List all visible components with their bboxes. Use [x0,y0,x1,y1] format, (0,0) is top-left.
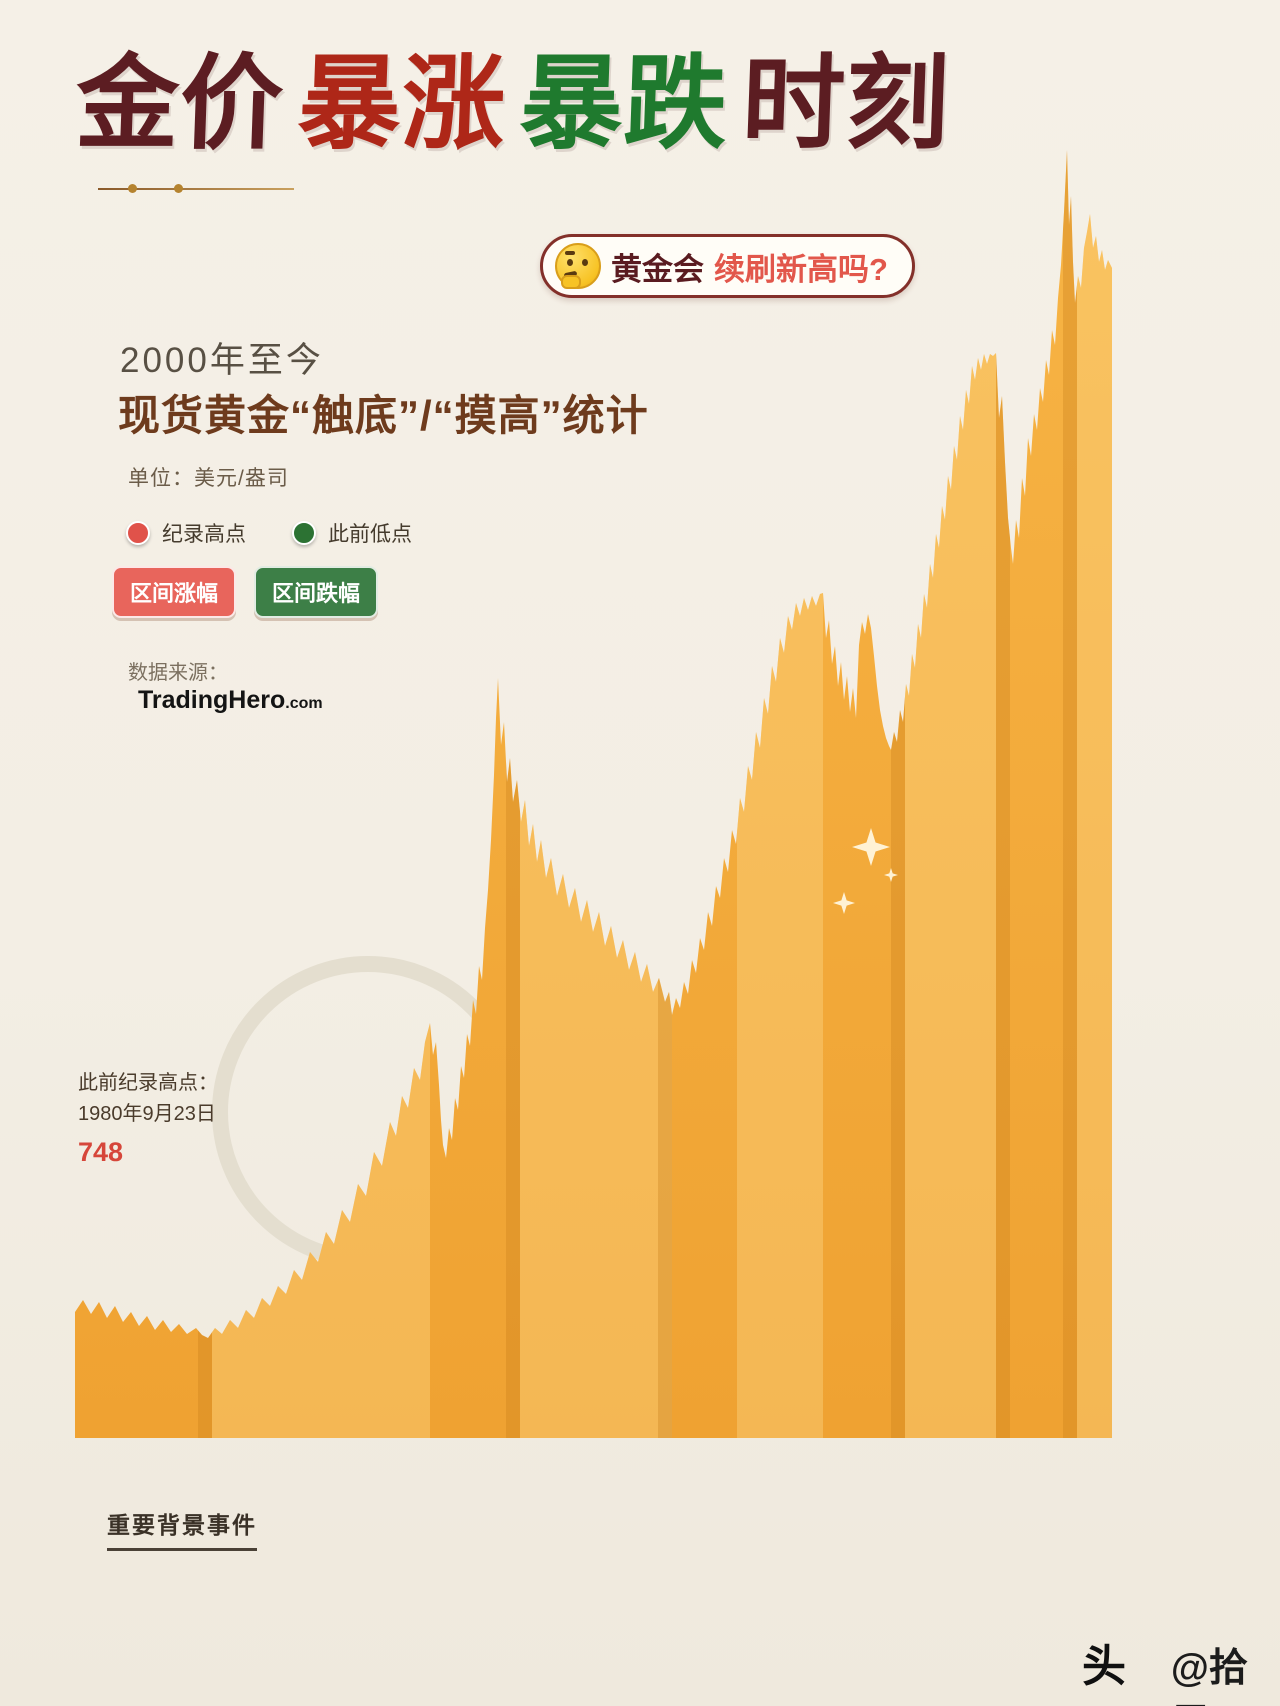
author-watermark: 头条 @拾里 [1082,1630,1280,1706]
legend-label: 此前低点 [328,523,412,546]
title-part-plunge: 暴跌 [518,46,731,161]
prior-low-dot-icon [292,521,316,545]
range-up-badge: 区间涨幅 [112,566,237,618]
thinking-emoji-icon [555,243,601,289]
title-part-gold: 金价 [74,46,287,161]
legend: 纪录高点 此前低点 [126,518,412,548]
data-source-label: 数据来源： [128,662,228,684]
question-banner: 黄金会 续刷新高吗? [540,234,915,298]
range-down-badge: 区间跌幅 [254,566,379,618]
brand-name: TradingHero [138,686,286,714]
ornament-dot [174,184,183,193]
prev-record-value: 748 [78,1137,124,1167]
title-part-moments: 时刻 [740,46,953,161]
subtitle-main: 现货黄金“触底”/“摸高”统计 [118,392,649,439]
pillar-shadow-band [506,150,520,1438]
data-source-brand: TradingHero.com [138,686,323,715]
pillar-light-band [1077,150,1112,1438]
gold-price-area [75,150,1112,1438]
previous-record-note: 此前纪录高点： 1980年9月23日 748 [78,1068,218,1174]
prev-record-line1: 此前纪录高点： [78,1072,218,1094]
pillar-light-band [212,150,430,1438]
footer-handle: @拾里 [1170,1647,1248,1706]
unit-label: 单位：美元/盎司 [128,467,289,490]
events-section-title: 重要背景事件 [107,1506,257,1551]
question-text-dark: 黄金会 [611,251,704,287]
title-ornament [98,184,294,193]
legend-label: 纪录高点 [162,523,246,546]
pillar-shadow-band [198,150,212,1438]
legend-item-prior-low: 此前低点 [292,518,412,548]
legend-item-record-high: 纪录高点 [126,518,246,548]
footer-brand: 头条 [1082,1642,1126,1691]
prev-record-line2: 1980年9月23日 [78,1103,216,1125]
question-text-red: 续刷新高吗? [714,251,888,287]
title-part-surge: 暴涨 [296,46,509,161]
page-title: 金价 暴涨 暴跌 时刻 [74,46,953,161]
range-badge-group: 区间涨幅 区间跌幅 [112,566,379,618]
brand-suffix: .com [285,695,323,712]
pillar-shadow-band [1063,150,1077,1438]
record-high-dot-icon [126,521,150,545]
pillar-light-band [905,150,996,1438]
subtitle-period: 2000年至今 [120,341,324,380]
ornament-dot [128,184,137,193]
pillar-shadow-band [996,150,1010,1438]
